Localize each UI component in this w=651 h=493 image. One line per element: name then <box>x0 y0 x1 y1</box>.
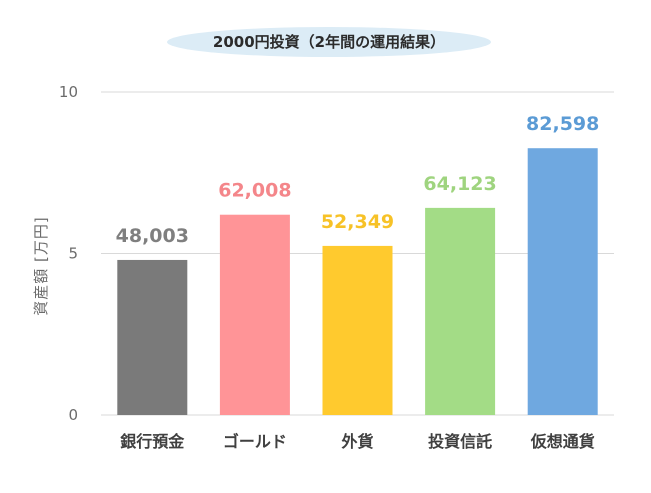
data-labels: 48,003 62,008 52,349 64,123 82,598 <box>116 113 600 247</box>
y-axis-label: 資産額 [万円] <box>32 216 50 315</box>
data-label-2: 62,008 <box>218 180 291 202</box>
bar-1 <box>117 259 188 415</box>
data-label-1: 48,003 <box>116 225 189 247</box>
category-label-3: 外貨 <box>340 432 373 451</box>
y-tick-label: 5 <box>68 245 78 263</box>
bar-4 <box>425 207 496 415</box>
y-tick-label: 10 <box>59 83 78 101</box>
category-label-2: ゴールド <box>223 432 287 451</box>
data-label-4: 64,123 <box>423 173 496 195</box>
bar-3 <box>322 245 393 415</box>
data-label-5: 82,598 <box>526 113 599 135</box>
bars <box>117 148 598 415</box>
category-labels: 銀行預金 ゴールド 外貨 投資信託 仮想通貨 <box>120 432 594 451</box>
chart-title: 2000円投資（2年間の運用結果） <box>213 33 445 51</box>
data-label-3: 52,349 <box>321 211 394 233</box>
category-label-4: 投資信託 <box>428 432 492 451</box>
bar-2 <box>219 214 290 415</box>
title-background <box>167 27 491 57</box>
category-label-5: 仮想通貨 <box>530 432 595 451</box>
y-tick-label: 0 <box>68 406 78 424</box>
bar-5 <box>527 148 598 415</box>
category-label-1: 銀行預金 <box>120 432 185 451</box>
